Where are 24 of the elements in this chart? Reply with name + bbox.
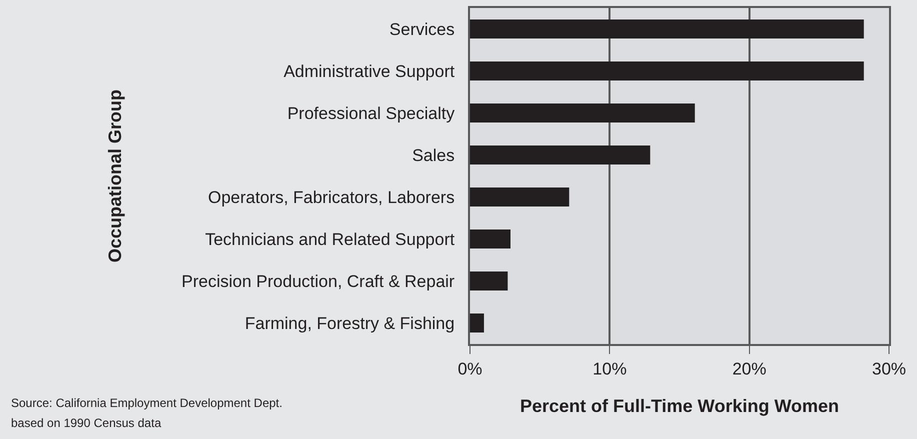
bar [470, 188, 570, 206]
bar [470, 272, 508, 290]
x-tick-label: 20% [732, 359, 766, 378]
y-tick-label: Operators, Fabricators, Laborers [208, 188, 455, 207]
x-axis-title: Percent of Full-Time Working Women [520, 396, 840, 416]
bar [470, 230, 510, 248]
y-tick-label: Technicians and Related Support [205, 230, 455, 249]
source-note: Source: California Employment Development Dept. [11, 396, 282, 410]
y-tick-label: Farming, Forestry & Fishing [244, 314, 455, 333]
x-tick-label: 0% [458, 359, 482, 378]
y-tick-label: Administrative Support [284, 62, 455, 81]
y-axis-title: Occupational Group [105, 89, 126, 263]
bar [470, 314, 484, 332]
bar [470, 104, 695, 122]
bar [470, 146, 650, 164]
y-tick-label: Precision Production, Craft & Repair [182, 272, 455, 291]
y-tick-label: Services [389, 20, 455, 39]
y-tick-label: Sales [412, 146, 455, 165]
text: based on 1990 Census data [11, 416, 162, 430]
bar [470, 20, 864, 38]
bar [470, 62, 864, 80]
x-tick-label: 30% [872, 359, 906, 378]
x-tick-label: 10% [592, 359, 627, 378]
y-tick-label: Professional Specialty [287, 104, 456, 123]
